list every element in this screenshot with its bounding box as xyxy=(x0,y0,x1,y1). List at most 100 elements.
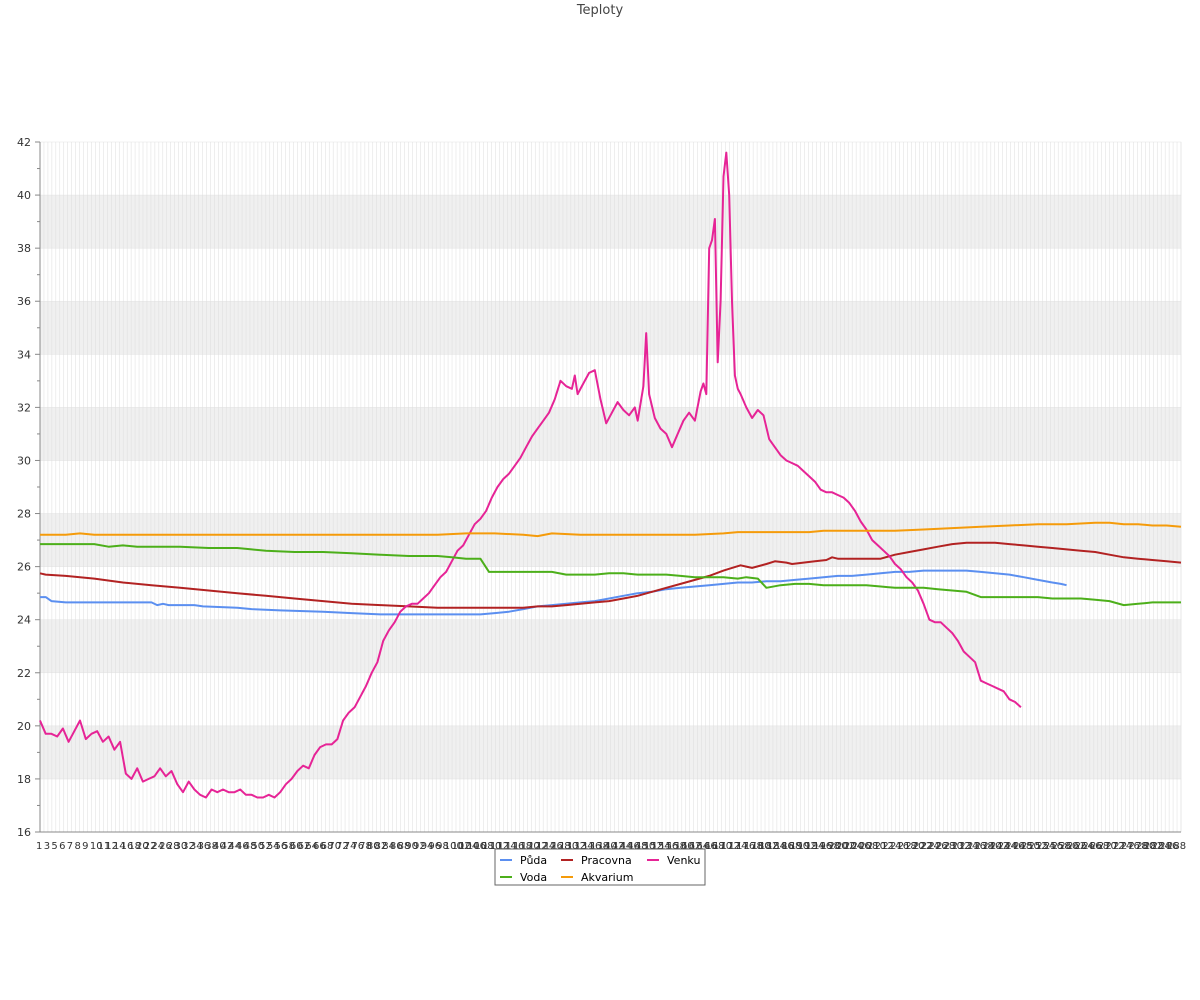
x-tick-label: 66 xyxy=(313,841,326,852)
x-tick-label: 164 xyxy=(690,841,709,852)
x-tick-label: 222 xyxy=(913,841,932,852)
y-tick-label: 16 xyxy=(17,826,31,839)
x-tick-label: 166 xyxy=(698,841,717,852)
x-tick-label: 234 xyxy=(959,841,978,852)
x-tick-label: 286 xyxy=(1159,841,1178,852)
series-line-akvarium xyxy=(40,521,1182,538)
x-tick-label: 156 xyxy=(659,841,678,852)
x-tick-label: 216 xyxy=(890,841,909,852)
x-tick-label: 212 xyxy=(875,841,894,852)
x-tick-label: 122 xyxy=(528,841,547,852)
x-tick-label: 24 xyxy=(151,841,164,852)
vertical-gridlines xyxy=(39,142,1182,832)
y-tick-label: 34 xyxy=(17,348,31,361)
y-tick-label: 30 xyxy=(17,454,31,467)
y-tick-label: 22 xyxy=(17,667,31,680)
x-tick-label: 244 xyxy=(998,841,1017,852)
x-tick-label: 268 xyxy=(1090,841,1109,852)
y-tick-label: 20 xyxy=(17,720,31,733)
x-tick-label: 14 xyxy=(113,841,126,852)
x-tick-label: 274 xyxy=(1113,841,1132,852)
x-tick-label: 62 xyxy=(298,841,311,852)
x-tick-label: 44 xyxy=(228,841,241,852)
x-tick-label: 250 xyxy=(1021,841,1040,852)
x-tick-label: 104 xyxy=(459,841,478,852)
x-tick-label: 90 xyxy=(405,841,418,852)
x-tick-label: 60 xyxy=(290,841,303,852)
x-tick-label: 140 xyxy=(598,841,617,852)
x-tick-label: 176 xyxy=(736,841,755,852)
x-tick-label: 92 xyxy=(413,841,426,852)
x-tick-label: 210 xyxy=(867,841,886,852)
x-tick-label: 206 xyxy=(852,841,871,852)
x-tick-label: 200 xyxy=(828,841,847,852)
x-tick-label: 22 xyxy=(144,841,157,852)
x-tick-label: 32 xyxy=(182,841,195,852)
x-tick-label: 256 xyxy=(1044,841,1063,852)
x-tick-label: 182 xyxy=(759,841,778,852)
x-tick-label: 136 xyxy=(582,841,601,852)
y-tick-label: 32 xyxy=(17,401,31,414)
x-tick-label: 240 xyxy=(982,841,1001,852)
x-tick-label: 1 xyxy=(36,841,42,852)
x-tick-label: 190 xyxy=(790,841,809,852)
x-tick-label: 282 xyxy=(1144,841,1163,852)
x-tick-label: 238 xyxy=(975,841,994,852)
x-tick-label: 68 xyxy=(321,841,334,852)
x-tick-label: 192 xyxy=(798,841,817,852)
x-tick-label: 128 xyxy=(551,841,570,852)
x-tick-label: 26 xyxy=(159,841,172,852)
x-tick-label: 168 xyxy=(705,841,724,852)
x-tick-label: 38 xyxy=(205,841,218,852)
y-tick-label: 40 xyxy=(17,189,31,202)
x-tick-label: 30 xyxy=(174,841,187,852)
x-tick-label: 208 xyxy=(859,841,878,852)
legend-box xyxy=(494,848,706,886)
x-tick-label: 80 xyxy=(367,841,380,852)
x-tick-label: 162 xyxy=(682,841,701,852)
x-tick-label: 280 xyxy=(1136,841,1155,852)
x-tick-label: 214 xyxy=(882,841,901,852)
legend-label: Akvarium xyxy=(581,871,633,884)
x-tick-label: 270 xyxy=(1098,841,1117,852)
x-tick-label: 116 xyxy=(505,841,524,852)
x-tick-label: 284 xyxy=(1152,841,1171,852)
legend-label: Voda xyxy=(520,871,547,884)
x-tick-label: 170 xyxy=(713,841,732,852)
x-tick-label: 64 xyxy=(305,841,318,852)
x-tick-label: 130 xyxy=(559,841,578,852)
x-tick-label: 34 xyxy=(190,841,203,852)
x-tick-label: 76 xyxy=(351,841,364,852)
x-tick-label: 272 xyxy=(1105,841,1124,852)
x-tick-label: 180 xyxy=(752,841,771,852)
x-tick-label: 54 xyxy=(267,841,280,852)
y-tick-label: 24 xyxy=(17,614,31,627)
y-tick-label: 36 xyxy=(17,295,31,308)
y-tick-label: 42 xyxy=(17,136,31,149)
x-tick-label: 264 xyxy=(1075,841,1094,852)
x-tick-label: 150 xyxy=(636,841,655,852)
y-axis-ticks: 16 18 20 22 24 26 28 30 32 34 36 38 40 42 xyxy=(17,136,40,839)
x-tick-label: 178 xyxy=(744,841,763,852)
x-tick-label: 11 xyxy=(98,841,111,852)
x-tick-label: 40 xyxy=(213,841,226,852)
x-tick-label: 36 xyxy=(198,841,211,852)
x-tick-label: 46 xyxy=(236,841,249,852)
x-tick-label: 112 xyxy=(490,841,509,852)
x-tick-label: 142 xyxy=(605,841,624,852)
x-tick-label: 8 xyxy=(74,841,80,852)
x-tick-label: 124 xyxy=(536,841,555,852)
x-tick-label: 3 xyxy=(44,841,50,852)
x-tick-label: 252 xyxy=(1029,841,1048,852)
x-tick-label: 120 xyxy=(521,841,540,852)
x-tick-label: 194 xyxy=(805,841,824,852)
series-line-voda xyxy=(40,543,1181,607)
x-tick-label: 86 xyxy=(390,841,403,852)
y-tick-label: 28 xyxy=(17,508,31,521)
x-tick-label: 96 xyxy=(428,841,441,852)
y-tick-label: 38 xyxy=(17,242,31,255)
x-tick-label: 20 xyxy=(136,841,149,852)
x-tick-label: 134 xyxy=(575,841,594,852)
x-tick-label: 260 xyxy=(1059,841,1078,852)
